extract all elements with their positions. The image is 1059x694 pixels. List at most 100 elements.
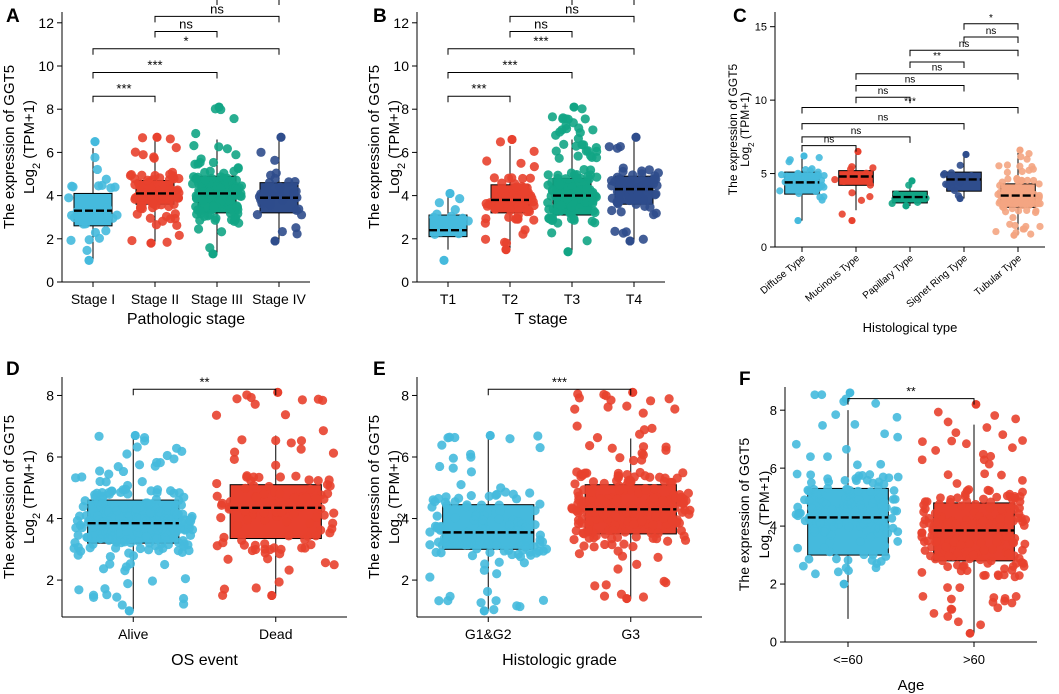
- data-point: [126, 538, 136, 548]
- y-axis-label-unit: Log2 (TPM+1): [738, 92, 756, 167]
- data-point: [445, 188, 455, 199]
- data-point: [225, 496, 236, 507]
- data-point: [601, 580, 611, 590]
- data-point: [967, 519, 977, 529]
- data-point: [260, 539, 270, 549]
- data-point: [1029, 176, 1038, 185]
- significance-label: ***: [533, 34, 548, 49]
- y-axis-label: The expression of GGT5: [726, 63, 740, 195]
- data-point: [292, 229, 302, 239]
- data-point: [588, 125, 598, 135]
- data-point: [229, 113, 239, 124]
- data-point: [479, 565, 489, 575]
- data-point: [554, 179, 565, 190]
- data-point: [466, 491, 476, 501]
- y-tick-label: 10: [38, 58, 54, 74]
- data-point: [993, 603, 1003, 613]
- data-point: [610, 226, 620, 236]
- data-point: [131, 512, 142, 522]
- x-axis-label: OS event: [171, 652, 238, 669]
- data-point: [992, 227, 1000, 236]
- y-tick-label: 4: [46, 188, 54, 204]
- data-point: [232, 394, 242, 404]
- data-point: [443, 596, 453, 606]
- data-point: [289, 509, 299, 519]
- data-point: [946, 494, 956, 504]
- data-point: [489, 173, 499, 183]
- y-axis-label-unit: Log2 (TPM+1): [386, 450, 408, 544]
- significance-label: ns: [905, 74, 916, 85]
- data-point: [582, 236, 592, 246]
- data-point: [865, 470, 875, 479]
- x-tick-label: Stage II: [131, 291, 179, 307]
- x-tick-label: Papillary Type: [861, 253, 916, 302]
- data-point: [840, 177, 848, 186]
- data-point: [142, 532, 152, 542]
- data-point: [450, 432, 460, 443]
- data-point: [256, 147, 266, 157]
- data-point: [866, 487, 876, 497]
- data-point: [931, 446, 941, 455]
- data-point: [1011, 592, 1021, 601]
- points-group: [939, 150, 976, 203]
- data-point: [296, 444, 306, 454]
- points-group: [992, 146, 1044, 239]
- y-tick-label: 6: [46, 449, 54, 465]
- significance-bracket: [154, 15, 280, 23]
- data-point: [222, 173, 232, 183]
- data-point: [631, 199, 641, 209]
- data-point: [902, 202, 910, 210]
- data-point: [880, 541, 890, 551]
- data-point: [988, 544, 998, 554]
- significance-label: *: [989, 13, 993, 24]
- data-point: [817, 176, 826, 184]
- data-point: [300, 535, 310, 545]
- data-point: [572, 187, 582, 197]
- data-point: [986, 497, 996, 507]
- data-point: [152, 132, 162, 142]
- data-point: [143, 175, 153, 185]
- significance-bracket: [801, 145, 857, 152]
- data-point: [284, 177, 294, 187]
- significance-bracket: [154, 30, 218, 38]
- data-point: [242, 390, 252, 400]
- data-point: [793, 511, 803, 521]
- data-point: [583, 171, 593, 181]
- data-point: [80, 496, 90, 506]
- data-point: [607, 205, 617, 216]
- y-tick-label: 2: [401, 572, 409, 588]
- data-point: [591, 152, 602, 163]
- data-point: [476, 598, 486, 608]
- data-point: [943, 583, 952, 592]
- data-point: [933, 407, 943, 417]
- data-point: [808, 165, 816, 173]
- data-point: [491, 596, 501, 606]
- data-point: [960, 521, 970, 530]
- data-point: [1035, 180, 1043, 188]
- y-tick-label: 12: [393, 15, 409, 31]
- data-point: [212, 491, 222, 501]
- data-point: [461, 536, 471, 546]
- data-point: [530, 520, 540, 530]
- data-point: [628, 170, 638, 180]
- data-point: [132, 442, 142, 452]
- data-point: [893, 527, 903, 537]
- panel-f: F The expression of GGT5 Log2 (TPM+1) 0 2 4 6 8…: [727, 345, 1059, 694]
- data-point: [164, 201, 174, 212]
- data-point: [620, 527, 630, 537]
- data-point: [520, 187, 530, 197]
- data-point: [806, 478, 816, 487]
- data-point: [72, 516, 83, 526]
- data-point: [995, 162, 1003, 170]
- data-point: [908, 177, 916, 185]
- significance-bracket: [855, 96, 911, 104]
- data-point: [1010, 492, 1020, 501]
- data-point: [160, 533, 170, 543]
- data-point: [174, 173, 184, 184]
- panel-letter-e: E: [373, 359, 386, 380]
- y-tick-label: 0: [46, 274, 54, 290]
- data-point: [175, 524, 185, 534]
- data-point: [670, 404, 680, 414]
- data-point: [148, 198, 158, 209]
- data-point: [831, 175, 839, 184]
